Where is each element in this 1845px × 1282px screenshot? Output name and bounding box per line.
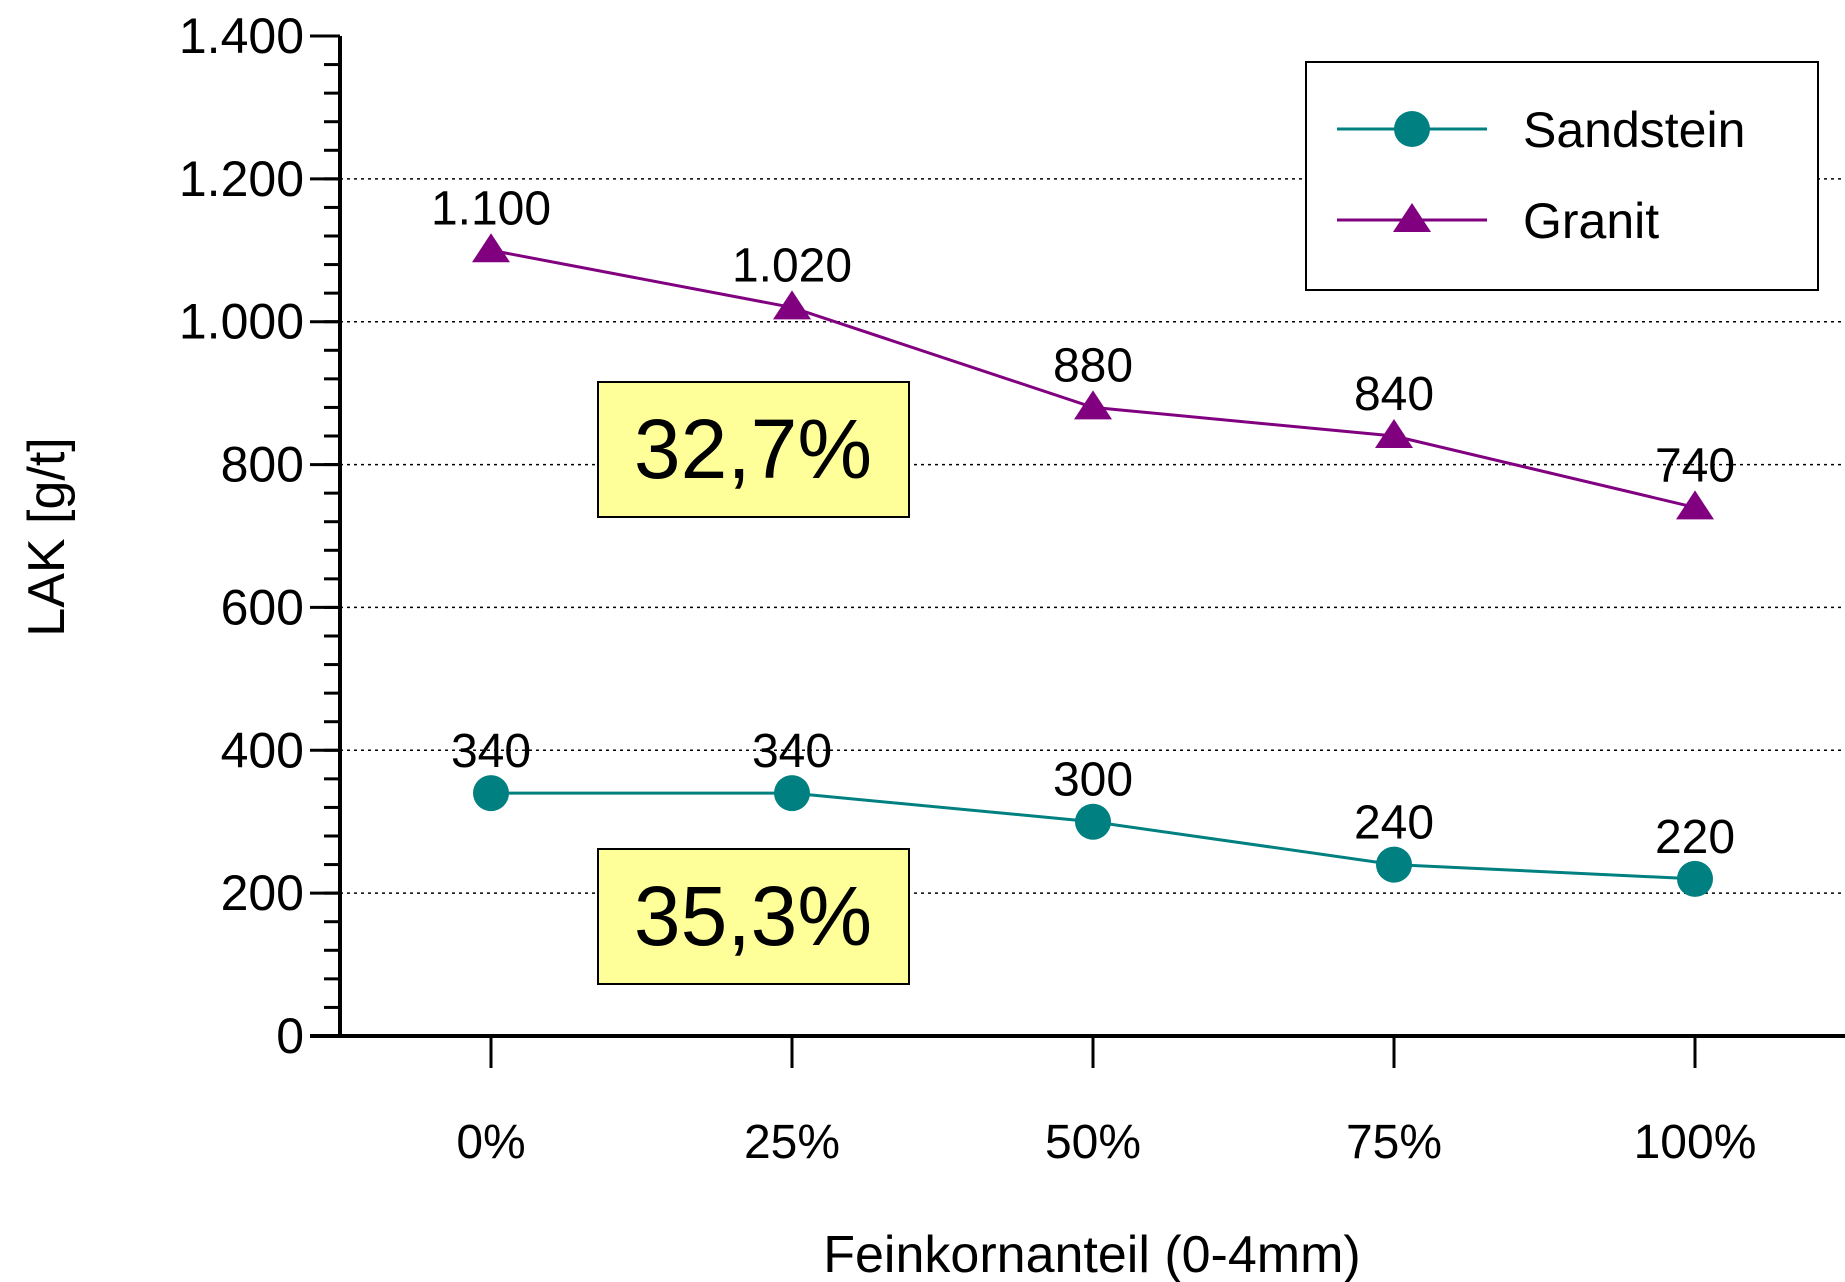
- legend: Sandstein Granit: [1305, 61, 1819, 291]
- y-tick-label: 1.000: [179, 294, 304, 350]
- x-tick-label: 75%: [1346, 1116, 1442, 1169]
- series-layer: 340 340 300 240 220 1.100 1.020 880 840 740: [431, 182, 1735, 897]
- data-label: 840: [1354, 368, 1434, 421]
- data-label: 240: [1354, 797, 1434, 850]
- data-label: 1.020: [732, 239, 852, 292]
- data-point: [1376, 846, 1412, 883]
- data-point: [1375, 419, 1413, 448]
- annotation-background: [597, 381, 910, 518]
- data-point: [473, 775, 509, 812]
- data-label: 220: [1655, 811, 1735, 864]
- y-axis-label: LAK [g/t]: [18, 437, 76, 636]
- y-axis: 0 200 400 600 800 1.000 1.200 1.400: [179, 8, 342, 1064]
- legend-label: Granit: [1523, 193, 1659, 249]
- data-point: [1075, 803, 1111, 840]
- y-tick-label: 200: [221, 865, 304, 921]
- data-label: 340: [752, 725, 832, 778]
- annotation-text: 35,3%: [634, 869, 872, 963]
- annotation-box: 32,7%: [597, 381, 910, 518]
- y-tick-label: 1.200: [179, 151, 304, 207]
- y-tick-label: 400: [221, 722, 304, 778]
- series-sandstein: 340 340 300 240 220: [451, 725, 1735, 897]
- data-label: 1.100: [431, 182, 551, 235]
- data-point: [1677, 860, 1713, 897]
- data-label: 300: [1053, 754, 1133, 807]
- data-point: [472, 233, 510, 263]
- data-point: [1074, 390, 1112, 420]
- y-tick-label: 1.400: [179, 8, 304, 64]
- x-tick-label: 100%: [1634, 1116, 1757, 1169]
- y-tick-label: 600: [221, 579, 304, 635]
- series-granit: 1.100 1.020 880 840 740: [431, 182, 1735, 520]
- data-label: 740: [1655, 439, 1735, 492]
- data-label: 340: [451, 725, 531, 778]
- legend-marker: [1394, 111, 1430, 147]
- x-tick-label: 0%: [456, 1116, 525, 1169]
- legend-box: [1305, 61, 1819, 291]
- data-point: [774, 775, 810, 812]
- legend-entry: Sandstein: [1337, 102, 1745, 158]
- annotations: 32,7% 35,3%: [597, 381, 910, 985]
- data-point: [773, 290, 811, 320]
- legend-entry: Granit: [1337, 193, 1659, 249]
- legend-label: Sandstein: [1523, 102, 1745, 158]
- annotation-text: 32,7%: [634, 402, 872, 496]
- annotation-box: 35,3%: [597, 848, 910, 985]
- y-tick-label: 0: [276, 1008, 304, 1064]
- y-tick-label: 800: [221, 437, 304, 493]
- data-label: 880: [1053, 339, 1133, 392]
- annotation-background: [597, 848, 910, 985]
- legend-marker: [1393, 203, 1431, 232]
- data-point: [1676, 490, 1714, 520]
- x-axis-label: Feinkornanteil (0-4mm): [823, 1226, 1361, 1282]
- x-tick-label: 25%: [744, 1116, 840, 1169]
- x-tick-label: 50%: [1045, 1116, 1141, 1169]
- x-axis: 0% 25% 50% 75% 100%: [310, 1034, 1845, 1169]
